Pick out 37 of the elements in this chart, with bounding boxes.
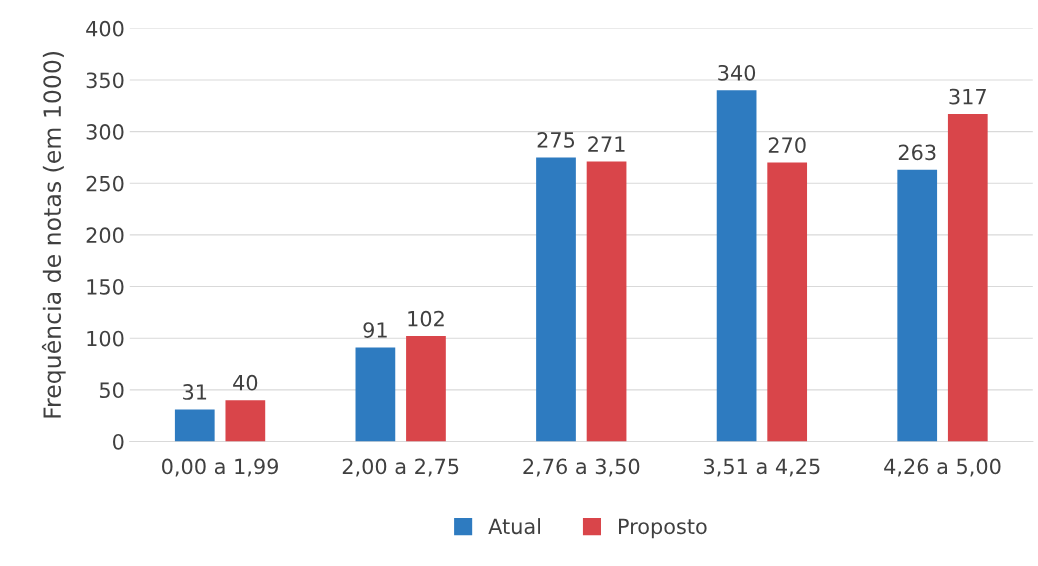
bar (767, 162, 808, 442)
y-tick-label: 350 (86, 72, 124, 89)
x-tick-label: 0,00 a 1,99 (162, 458, 278, 477)
x-tick-label: 2,76 a 3,50 (523, 458, 640, 477)
y-tick-label: 0 (113, 433, 124, 450)
data-label: 263 (898, 144, 936, 161)
data-label: 270 (768, 137, 806, 153)
legend-label: Proposto (619, 518, 707, 539)
bar (947, 114, 988, 442)
x-tick-label: 2,00 a 2,75 (342, 458, 459, 477)
x-tick-label: 4,26 a 5,00 (884, 458, 1001, 477)
data-label: 271 (588, 136, 625, 152)
bar (897, 169, 938, 442)
bar (174, 409, 215, 442)
bar (586, 161, 627, 442)
data-label: 31 (183, 384, 207, 400)
data-label: 91 (363, 322, 387, 338)
y-tick-label: 150 (87, 278, 124, 295)
y-tick-label: 100 (87, 330, 124, 347)
bar (536, 157, 576, 442)
bar (355, 347, 396, 442)
bar (225, 400, 266, 442)
y-axis-title: Frequência de notas (em 1000) (41, 51, 66, 418)
x-tick-label: 3,51 a 4,25 (704, 458, 820, 477)
legend-label: Atual (488, 518, 541, 535)
y-tick-label: 200 (86, 227, 124, 244)
data-label: 275 (537, 132, 575, 148)
data-label: 317 (949, 88, 986, 105)
data-label: 340 (718, 64, 756, 81)
data-label: 102 (408, 310, 444, 327)
y-tick-label: 300 (86, 124, 124, 140)
y-tick-label: 250 (86, 175, 124, 192)
y-tick-label: 50 (99, 382, 124, 399)
bar (406, 336, 446, 442)
data-label: 40 (233, 374, 258, 391)
y-tick-label: 400 (86, 20, 124, 37)
bar (716, 90, 757, 442)
